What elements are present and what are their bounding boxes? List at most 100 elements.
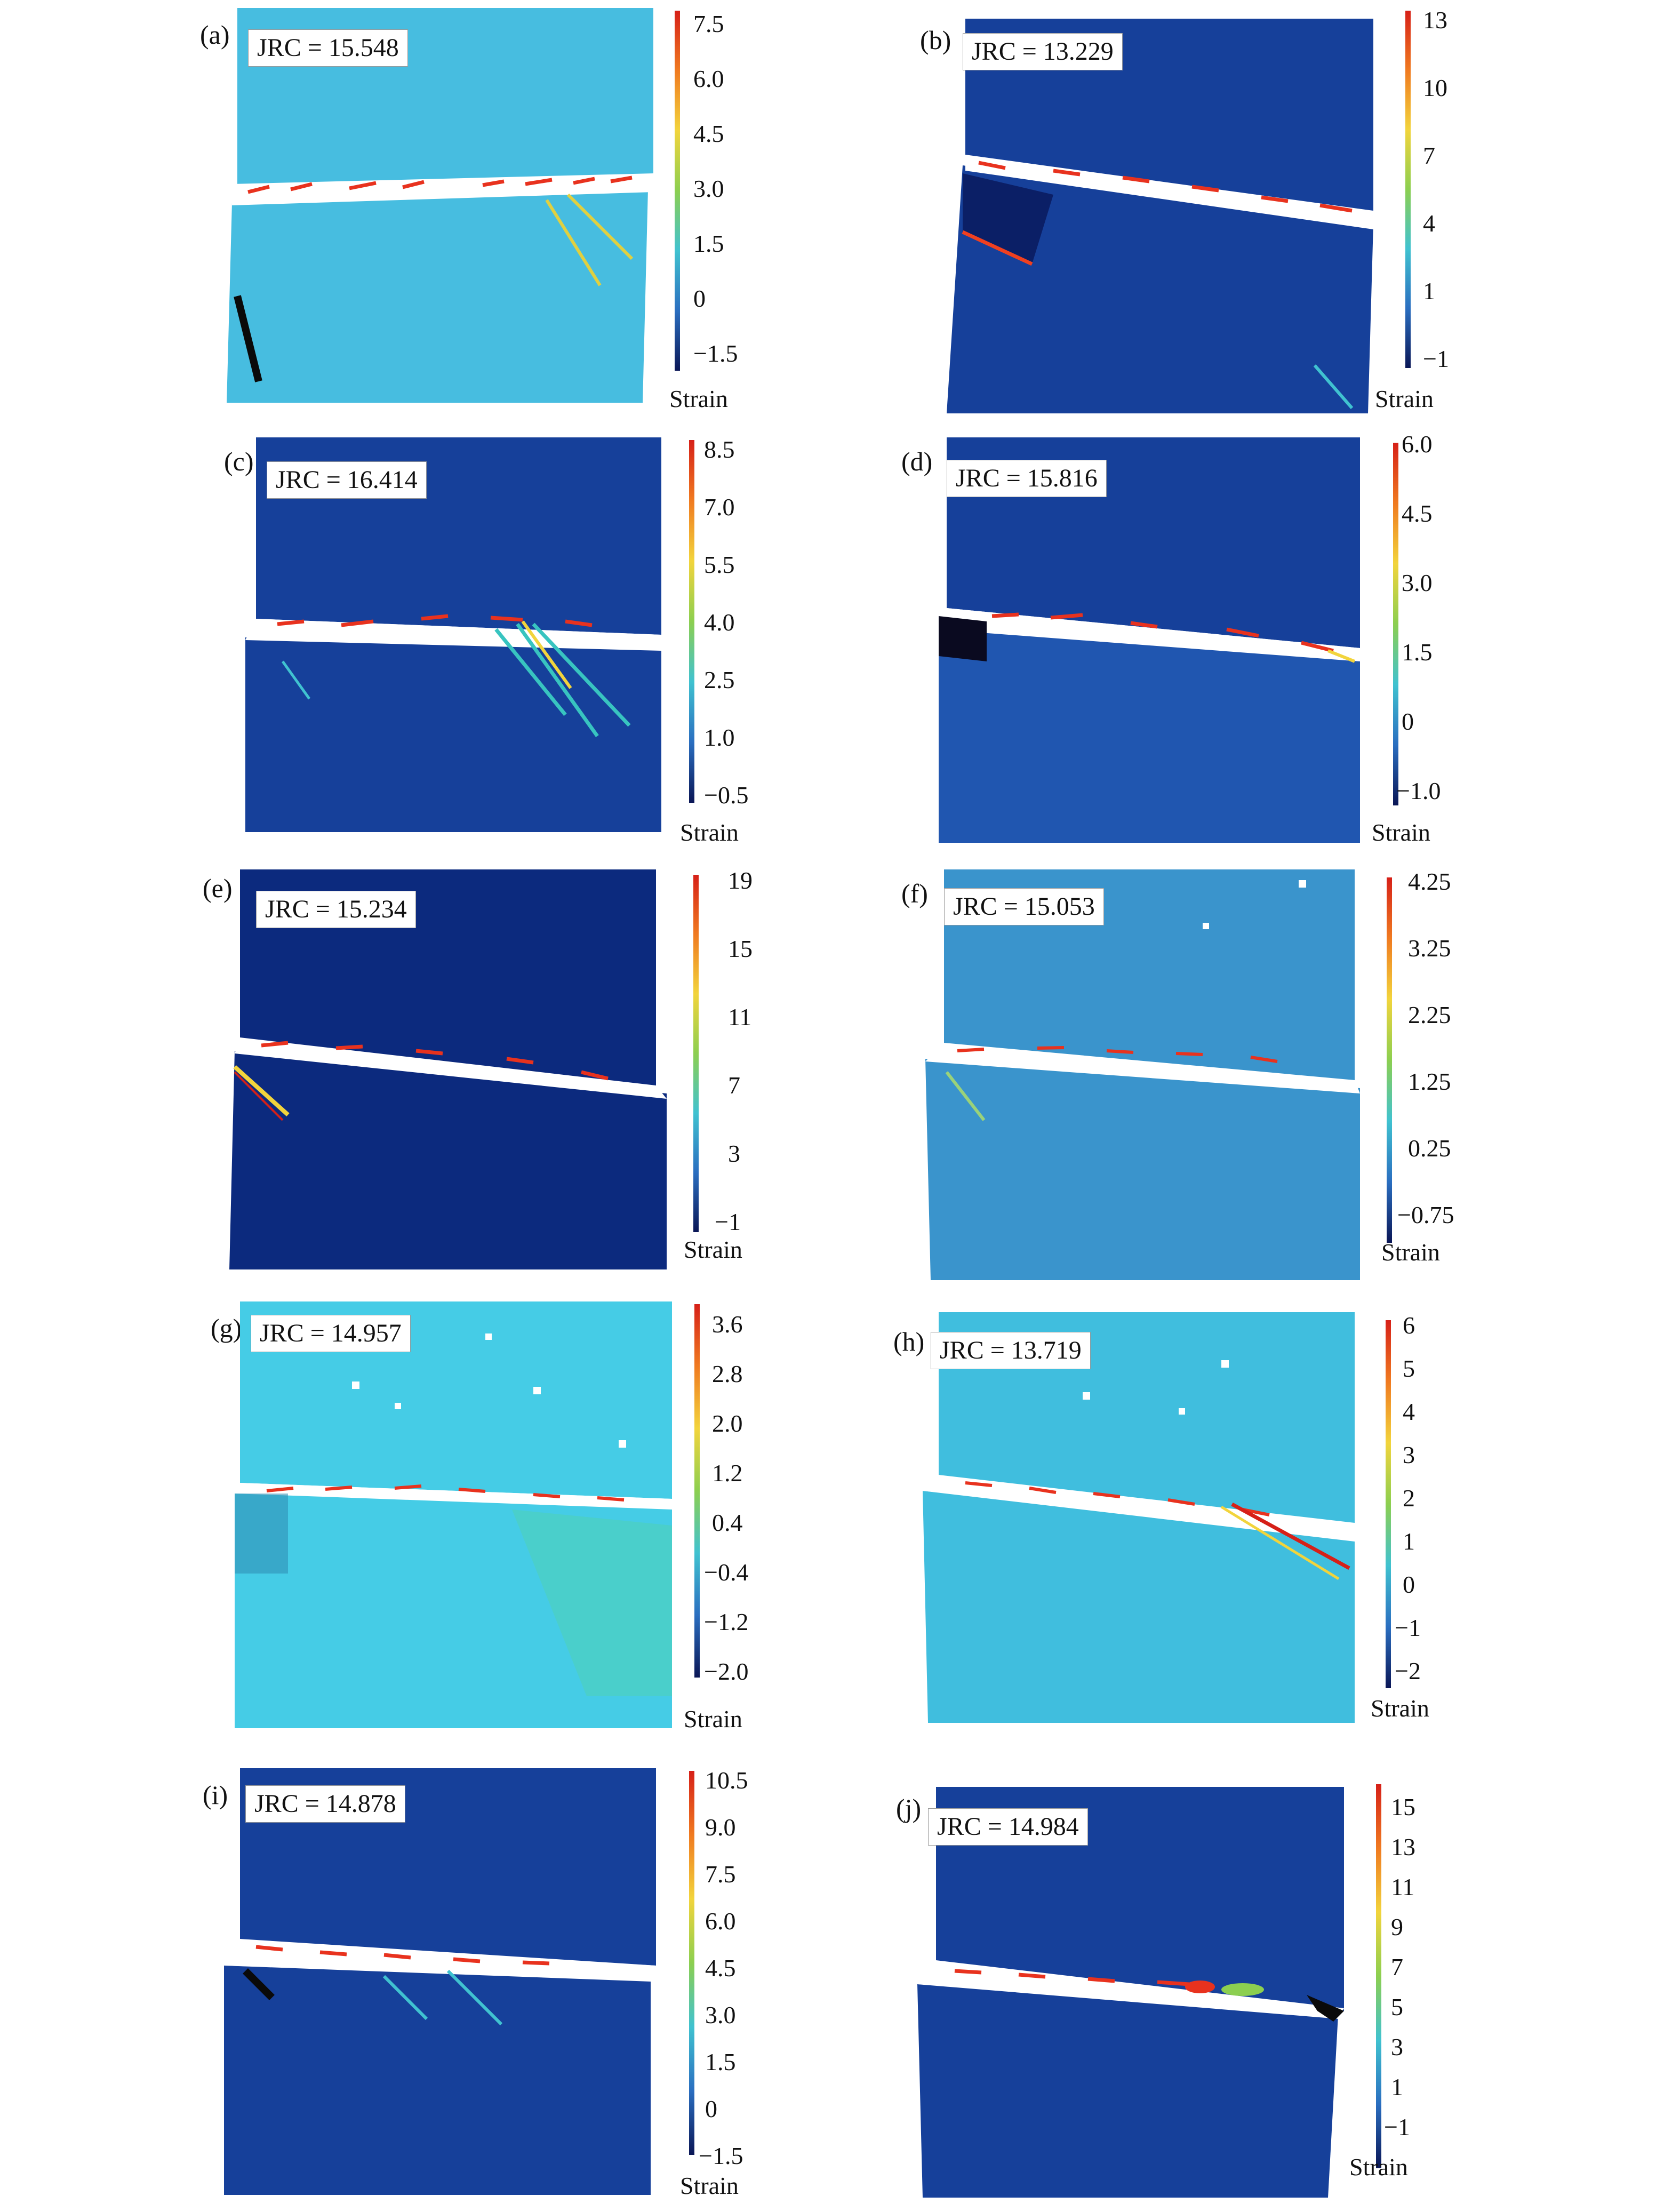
colorbar-tick: 3 (1391, 2033, 1403, 2061)
colorbar-tick: 7 (1423, 142, 1435, 169)
colorbar-tick: 4.5 (1402, 500, 1433, 527)
colorbar-label: Strain (684, 1705, 742, 1732)
colorbar-tick: 7.5 (705, 1860, 736, 1888)
strain-map (227, 8, 653, 403)
colorbar-tick: 3 (728, 1140, 740, 1167)
colorbar-tick: 7 (1391, 1953, 1403, 1981)
panel-label: (g) (211, 1313, 242, 1343)
colorbar-tick: 1.5 (705, 2048, 736, 2075)
panel-label: (f) (901, 879, 928, 908)
strain-map (229, 869, 667, 1269)
colorbar-tick: −1 (1423, 345, 1449, 372)
colorbar-tick: 13 (1391, 1833, 1415, 1860)
colorbar-tick: 15 (728, 935, 753, 962)
colorbar-tick: 0 (705, 2095, 717, 2122)
colorbar-tick: −2 (1395, 1657, 1421, 1684)
strain-map (923, 1312, 1360, 1723)
colorbar-tick: 1 (1391, 2073, 1403, 2101)
colorbar-tick: −1.2 (704, 1608, 749, 1635)
colorbar-label: Strain (1372, 819, 1430, 846)
colorbar-tick: 1.2 (712, 1459, 743, 1487)
colorbar-tick: 10 (1423, 74, 1447, 101)
colorbar-label: Strain (684, 1236, 742, 1263)
panel-label: (d) (901, 446, 933, 476)
colorbar-tick: 0.25 (1408, 1135, 1451, 1162)
colorbar-label: Strain (669, 385, 728, 412)
colorbar-tick: 6 (1403, 1312, 1415, 1339)
colorbar-tick: 9.0 (705, 1814, 736, 1841)
colorbar-tick: 5 (1391, 1993, 1403, 2021)
colorbar-tick: 6.0 (1402, 430, 1433, 458)
jrc-value: JRC = 13.719 (931, 1332, 1091, 1369)
colorbar-tick: 1.0 (704, 724, 735, 751)
colorbar-tick: −0.75 (1397, 1201, 1454, 1228)
colorbar-tick: 0 (1403, 1571, 1415, 1598)
colorbar-tick: −0.4 (704, 1559, 749, 1586)
colorbar-label: Strain (1371, 1695, 1429, 1722)
colorbar-tick: 4.25 (1408, 868, 1451, 895)
colorbar (1376, 1784, 1381, 2168)
colorbar-label: Strain (1375, 385, 1434, 412)
panel-label: (i) (203, 1780, 228, 1810)
colorbar-tick: −1.0 (1396, 777, 1441, 804)
colorbar (689, 440, 694, 803)
colorbar-tick: 4.5 (705, 1954, 736, 1982)
colorbar (1387, 877, 1392, 1243)
colorbar-tick: 2 (1403, 1484, 1415, 1512)
jrc-value: JRC = 13.229 (963, 33, 1123, 70)
jrc-value: JRC = 15.816 (947, 460, 1107, 497)
colorbar (1393, 443, 1398, 805)
panel-label: (e) (203, 873, 233, 903)
colorbar-tick: 2.0 (712, 1410, 743, 1437)
colorbar-tick: 9 (1391, 1913, 1403, 1941)
colorbar-tick: 1.5 (693, 230, 724, 257)
colorbar-tick: 2.25 (1408, 1001, 1451, 1028)
jrc-value: JRC = 15.234 (256, 891, 416, 928)
colorbar-tick: 3.0 (705, 2001, 736, 2029)
panel-label: (b) (920, 25, 951, 55)
colorbar-tick: 10.5 (705, 1767, 748, 1794)
colorbar-tick: 2.5 (704, 666, 735, 693)
colorbar (1386, 1320, 1391, 1688)
colorbar-tick: 1.5 (1402, 638, 1433, 666)
panel-label: (h) (893, 1327, 925, 1356)
colorbar-tick: 3.6 (712, 1311, 743, 1338)
jrc-value: JRC = 15.053 (944, 888, 1104, 925)
jrc-value: JRC = 14.878 (245, 1785, 405, 1823)
colorbar-tick: 4 (1423, 210, 1435, 237)
colorbar-tick: 4.0 (704, 609, 735, 636)
colorbar-tick: 3.0 (1402, 569, 1433, 596)
colorbar-tick: −1 (1395, 1614, 1421, 1641)
colorbar-tick: 7.0 (704, 493, 735, 521)
colorbar-tick: 1.25 (1408, 1068, 1451, 1095)
panel-label: (c) (224, 446, 254, 476)
colorbar-label: Strain (680, 819, 739, 846)
colorbar-tick: 4.5 (693, 120, 724, 147)
colorbar (689, 1771, 694, 2155)
colorbar (693, 875, 699, 1232)
colorbar-label: Strain (680, 2172, 739, 2199)
colorbar-tick: 7.5 (693, 10, 724, 37)
colorbar-tick: 1 (1423, 277, 1435, 305)
colorbar-tick: −2.0 (704, 1658, 749, 1685)
colorbar-tick: 13 (1423, 6, 1447, 34)
colorbar-tick: 5 (1403, 1355, 1415, 1382)
colorbar-tick: −1.5 (699, 2142, 743, 2169)
panel-label: (a) (200, 20, 230, 50)
strain-map (928, 437, 1360, 843)
colorbar-label: Strain (1381, 1239, 1440, 1266)
panel-label: (j) (896, 1793, 922, 1823)
jrc-value: JRC = 15.548 (248, 29, 408, 67)
colorbar-label: Strain (1349, 2153, 1408, 2181)
strain-map (912, 1787, 1349, 2198)
strain-map (235, 1301, 672, 1728)
colorbar (694, 1304, 700, 1678)
colorbar (1405, 11, 1411, 368)
colorbar-tick: 15 (1391, 1793, 1415, 1820)
strain-map (925, 869, 1360, 1280)
colorbar-tick: 11 (728, 1003, 752, 1031)
jrc-value: JRC = 14.957 (251, 1315, 411, 1352)
colorbar-tick: −1.5 (693, 340, 738, 367)
strain-map (224, 1768, 661, 2195)
colorbar-tick: 0.4 (712, 1509, 743, 1536)
